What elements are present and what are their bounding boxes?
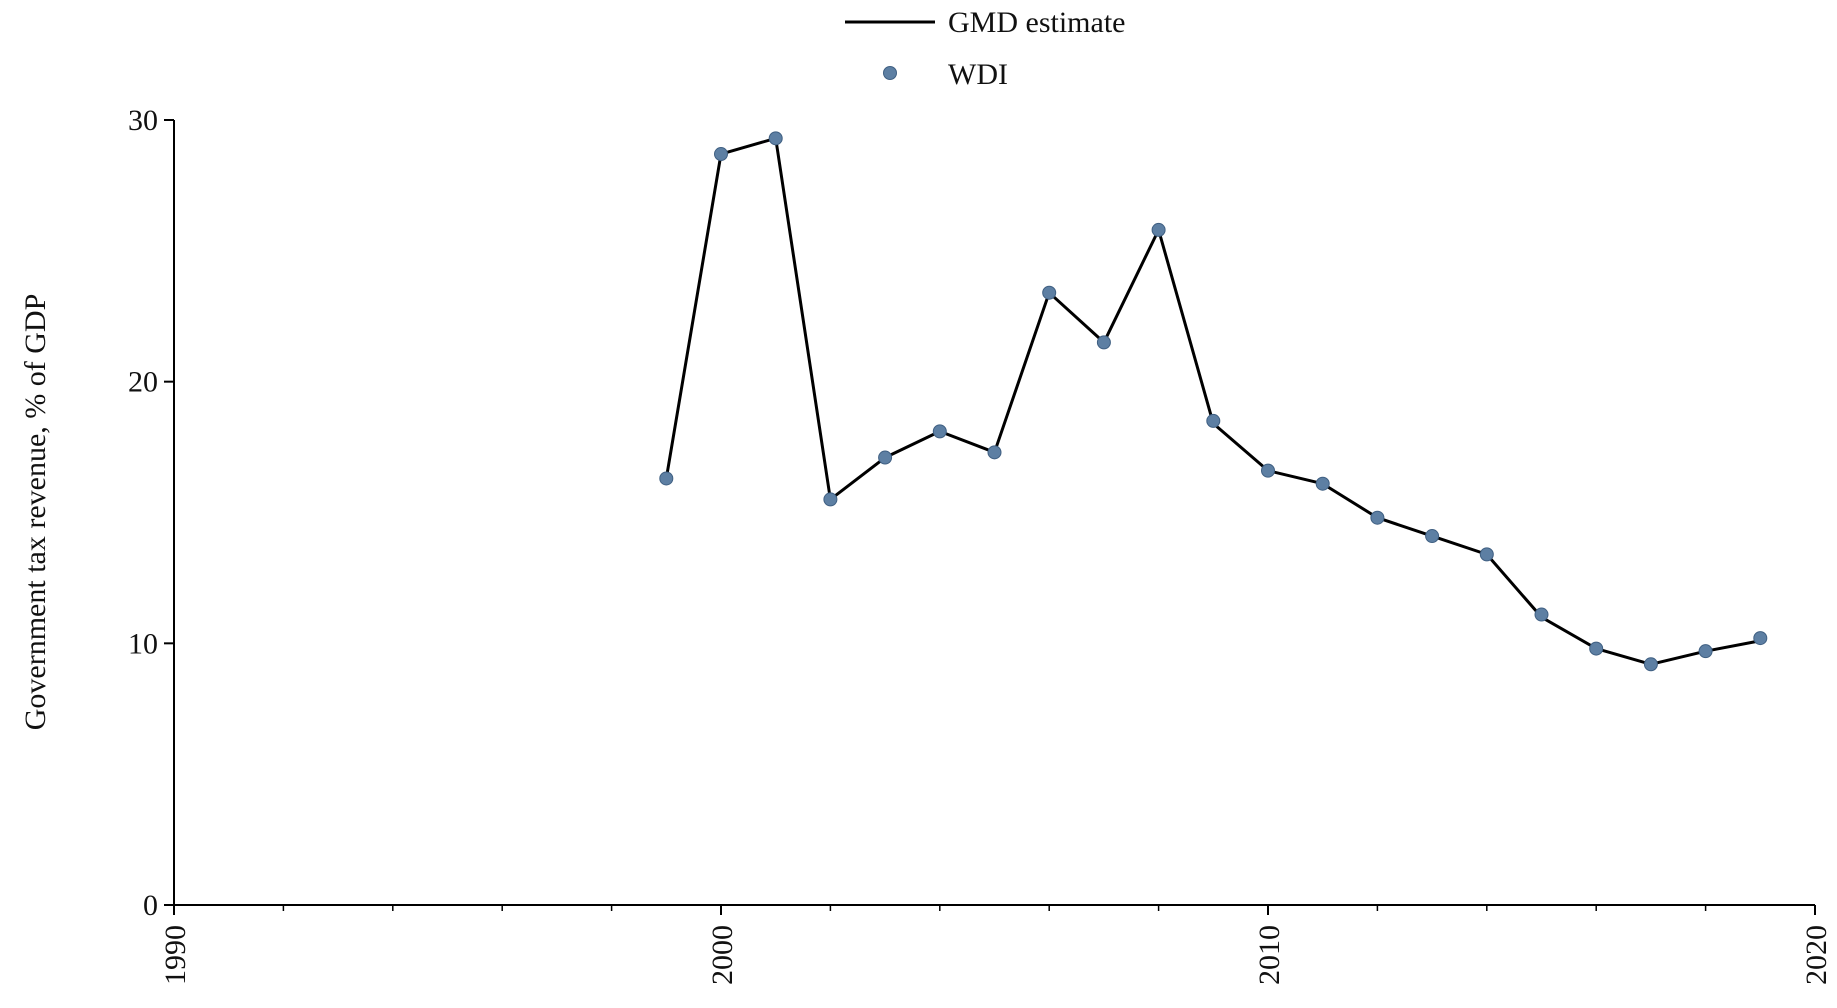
- axes: [173, 120, 1815, 906]
- wdi-point: [823, 492, 838, 507]
- wdi-point: [1151, 222, 1166, 237]
- wdi-point: [1042, 285, 1057, 300]
- y-tick-label: 10: [128, 627, 158, 660]
- series-line-gmd-estimate: [664, 136, 1761, 666]
- wdi-point: [1370, 510, 1385, 525]
- plot-area: [659, 131, 1768, 672]
- wdi-point: [768, 131, 783, 146]
- y-tick-label: 20: [128, 366, 158, 399]
- legend: GMD estimate WDI: [845, 6, 1125, 91]
- y-ticks: 0 10 20 30: [128, 104, 174, 922]
- wdi-point: [1589, 641, 1604, 656]
- legend-label-gmd: GMD estimate: [948, 6, 1125, 39]
- wdi-point: [1698, 644, 1713, 659]
- x-tick-label: 2000: [706, 925, 739, 985]
- x-tick-label: 1990: [159, 925, 192, 985]
- wdi-point: [1315, 476, 1330, 491]
- wdi-point: [1479, 547, 1494, 562]
- wdi-point: [659, 471, 674, 486]
- y-tick-label: 0: [143, 889, 158, 922]
- wdi-point: [1206, 413, 1221, 428]
- wdi-point: [1425, 529, 1440, 544]
- wdi-point: [987, 445, 1002, 460]
- wdi-point: [1753, 631, 1768, 646]
- y-axis-label: Government tax revenue, % of GDP: [19, 294, 52, 731]
- legend-label-wdi: WDI: [948, 58, 1008, 91]
- y-tick-label: 30: [128, 104, 158, 137]
- wdi-point: [1096, 335, 1111, 350]
- x-ticks: 1990 2000 2010 2020: [159, 905, 1833, 985]
- wdi-point: [932, 424, 947, 439]
- x-tick-label: 2010: [1253, 925, 1286, 985]
- wdi-point: [878, 450, 893, 465]
- wdi-point: [1643, 657, 1658, 672]
- x-tick-label: 2020: [1800, 925, 1833, 985]
- legend-marker-swatch: [883, 66, 897, 80]
- wdi-point: [1261, 463, 1275, 478]
- wdi-point: [1534, 607, 1549, 622]
- wdi-point: [714, 147, 728, 162]
